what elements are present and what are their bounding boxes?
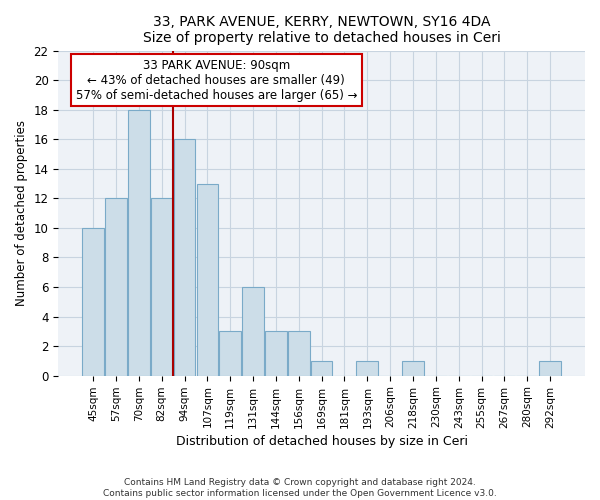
Y-axis label: Number of detached properties: Number of detached properties	[15, 120, 28, 306]
Bar	[242, 287, 264, 376]
Bar	[288, 332, 310, 376]
Bar	[265, 332, 287, 376]
Text: 33 PARK AVENUE: 90sqm
← 43% of detached houses are smaller (49)
57% of semi-deta: 33 PARK AVENUE: 90sqm ← 43% of detached …	[76, 58, 357, 102]
Bar	[197, 184, 218, 376]
Bar	[82, 228, 104, 376]
Bar	[402, 361, 424, 376]
Text: Contains HM Land Registry data © Crown copyright and database right 2024.
Contai: Contains HM Land Registry data © Crown c…	[103, 478, 497, 498]
Bar	[311, 361, 332, 376]
Title: 33, PARK AVENUE, KERRY, NEWTOWN, SY16 4DA
Size of property relative to detached : 33, PARK AVENUE, KERRY, NEWTOWN, SY16 4D…	[143, 15, 500, 45]
Bar	[539, 361, 561, 376]
X-axis label: Distribution of detached houses by size in Ceri: Distribution of detached houses by size …	[176, 434, 467, 448]
Bar	[105, 198, 127, 376]
Bar	[128, 110, 149, 376]
Bar	[356, 361, 378, 376]
Bar	[220, 332, 241, 376]
Bar	[173, 139, 196, 376]
Bar	[151, 198, 173, 376]
